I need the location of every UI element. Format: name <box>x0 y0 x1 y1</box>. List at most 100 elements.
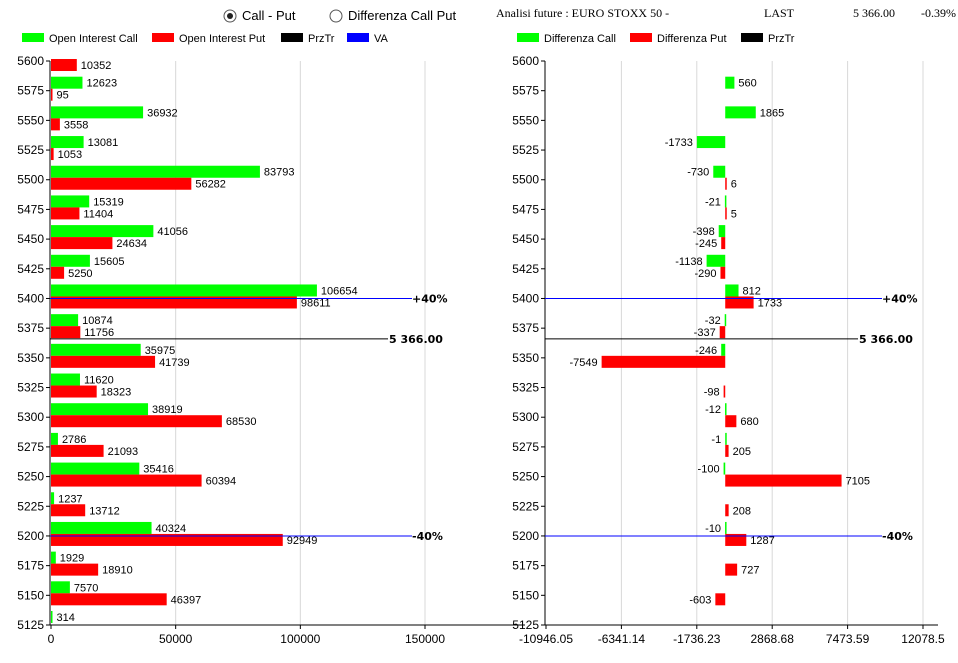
legend-va: VA <box>374 33 389 45</box>
right-x-tick-label: 7473.59 <box>826 632 870 646</box>
right-bar-call-label: -246 <box>695 345 717 357</box>
right-bar-call <box>718 225 726 238</box>
right-bar-call <box>706 254 726 267</box>
left-bar-put <box>51 296 297 309</box>
right-bar-put <box>721 237 726 250</box>
left-bar-put-label: 18910 <box>102 565 133 577</box>
left-y-tick-label: 5400 <box>17 291 44 305</box>
left-bar-put-label: 92949 <box>287 535 318 547</box>
left-va-label: +40% <box>412 292 448 305</box>
right-y-tick-label: 5125 <box>512 618 539 632</box>
left-bar-put-label: 5250 <box>68 268 92 280</box>
left-bar-put <box>51 148 54 161</box>
right-bar-put <box>725 207 727 220</box>
left-bar-put <box>51 266 65 279</box>
right-y-tick-label: 5450 <box>512 232 539 246</box>
right-bar-put <box>715 593 726 606</box>
right-bar-put-label: 5 <box>731 208 737 220</box>
right-bar-put-label: 727 <box>741 565 759 577</box>
left-bar-put-label: 56282 <box>195 179 226 191</box>
left-bar-put-label: 21093 <box>108 446 139 458</box>
left-bar-call <box>51 136 84 149</box>
left-bar-call-label: 314 <box>57 612 75 624</box>
left-bar-call <box>51 611 53 623</box>
right-bar-put-label: 1287 <box>750 535 774 547</box>
legend-oi-call: Open Interest Call <box>49 33 138 45</box>
right-bar-put <box>725 296 754 309</box>
left-bar-call <box>51 195 90 208</box>
header-last-label: LAST <box>764 6 795 20</box>
right-x-tick-label: -6341.14 <box>598 632 646 646</box>
right-bar-put-label: 205 <box>733 446 751 458</box>
radio-differenza[interactable]: Differenza Call Put <box>329 8 457 23</box>
left-bar-put <box>51 444 104 457</box>
left-bar-put <box>51 118 60 131</box>
legend-swatch-prztr <box>281 33 303 42</box>
right-y-tick-label: 5500 <box>512 173 539 187</box>
left-bar-call-label: 35416 <box>143 464 174 476</box>
right-y-tick-label: 5225 <box>512 499 539 513</box>
right-bar-call <box>725 106 756 119</box>
left-bar-put <box>51 177 192 190</box>
left-y-tick-label: 5425 <box>17 262 44 276</box>
legend-swatch-va <box>347 33 369 42</box>
radio-call-put[interactable]: Call - Put <box>223 8 296 23</box>
right-bar-call-label: -730 <box>687 167 709 179</box>
right-bar-put-label: 6 <box>731 179 737 191</box>
left-bar-call <box>51 225 154 238</box>
left-bar-put <box>51 326 81 339</box>
legend-swatch-oi-call <box>22 33 44 42</box>
left-y-tick-label: 5500 <box>17 173 44 187</box>
left-bar-put-label: 98611 <box>301 297 331 309</box>
left-bar-call <box>51 551 56 564</box>
left-bar-call <box>51 492 55 505</box>
radio-differenza-circle[interactable] <box>329 9 343 23</box>
right-va-label: -40% <box>882 530 913 543</box>
left-bar-put <box>51 355 156 368</box>
legend-diff-prztr: PrzTr <box>768 33 795 45</box>
left-bar-put-label: 1053 <box>58 149 82 161</box>
left-y-tick-label: 5350 <box>17 351 44 365</box>
left-bar-put-label: 46397 <box>171 594 202 606</box>
left-bar-call-label: 11620 <box>84 375 114 387</box>
left-bar-call-label: 1237 <box>58 493 82 505</box>
left-y-tick-label: 5450 <box>17 232 44 246</box>
right-bar-call <box>721 343 726 356</box>
left-y-tick-label: 5225 <box>17 499 44 513</box>
left-bar-call <box>51 284 317 297</box>
legend-diff-put: Differenza Put <box>657 33 727 45</box>
right-bar-call <box>725 403 727 416</box>
left-bar-call-label: 83793 <box>264 167 295 179</box>
right-bar-call-label: -10 <box>705 523 721 535</box>
right-y-tick-label: 5250 <box>512 470 539 484</box>
right-y-tick-label: 5375 <box>512 321 539 335</box>
left-bar-call <box>51 462 140 475</box>
right-y-tick-label: 5325 <box>512 381 539 395</box>
left-bar-call <box>51 254 90 267</box>
left-bar-put-label: 95 <box>57 90 69 102</box>
right-bar-put-label: 1733 <box>758 297 782 309</box>
left-bar-call-label: 15319 <box>93 196 124 208</box>
right-bar-call <box>725 432 727 445</box>
left-bar-call <box>51 403 149 416</box>
right-bar-call <box>725 521 727 534</box>
right-bar-put <box>720 266 726 279</box>
right-x-tick-label: -1736.23 <box>673 632 721 646</box>
left-bar-call <box>51 373 80 386</box>
right-bar-put <box>601 355 726 368</box>
right-y-tick-label: 5150 <box>512 588 539 602</box>
left-y-tick-label: 5200 <box>17 529 44 543</box>
left-bar-put-label: 41739 <box>159 357 190 369</box>
left-bar-put-label: 11404 <box>83 208 113 220</box>
right-bar-put-label: 680 <box>740 416 758 428</box>
left-bar-put <box>51 415 222 428</box>
left-bar-call-label: 41056 <box>157 226 188 238</box>
radio-call-put-label: Call - Put <box>242 8 296 23</box>
left-x-tick-label: 100000 <box>280 632 320 646</box>
left-bar-call-label: 36932 <box>147 107 178 119</box>
left-bar-put-label: 68530 <box>226 416 257 428</box>
right-va-label: +40% <box>882 292 918 305</box>
left-y-tick-label: 5125 <box>17 618 44 632</box>
legend-oi-put: Open Interest Put <box>179 33 265 45</box>
